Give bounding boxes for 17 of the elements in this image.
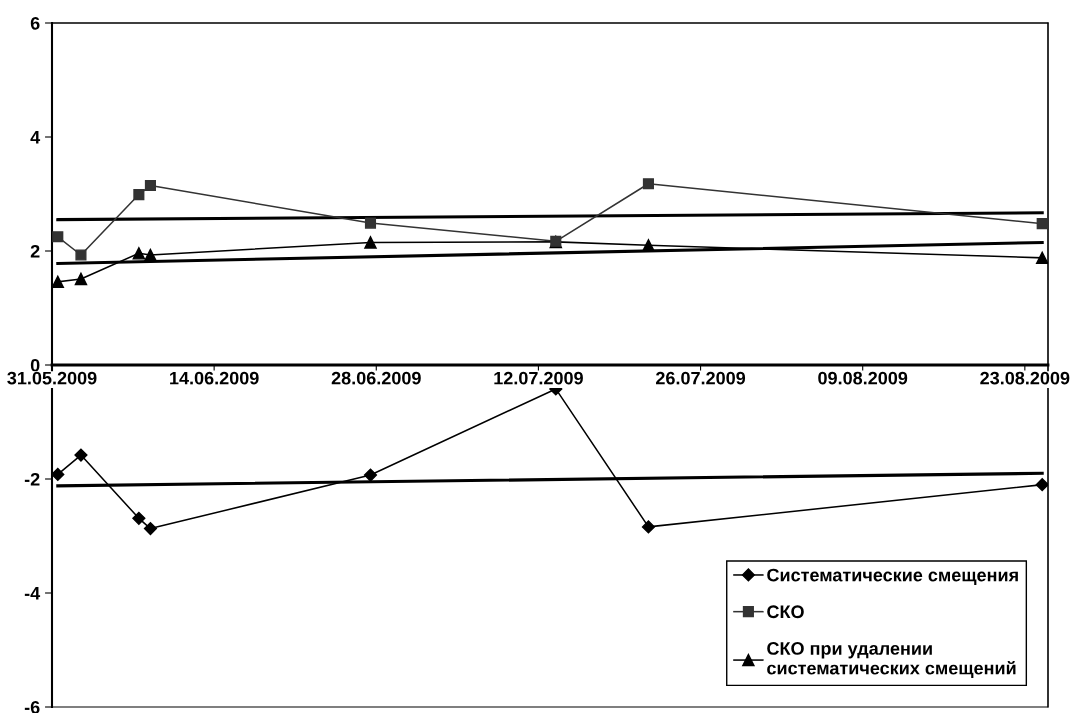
- legend-label: СКО при удалении систематических смещений: [767, 642, 1016, 678]
- x-tick-label: 28.06.2009: [331, 371, 421, 385]
- y-tick-label: -4: [24, 587, 41, 600]
- legend-label: СКО: [767, 605, 804, 619]
- x-tick-label: 14.06.2009: [170, 371, 259, 385]
- x-tick-label: 23.08.2009: [980, 371, 1070, 385]
- y-tick-label: 4: [30, 131, 41, 144]
- x-tick-label: 09.08.2009: [818, 371, 908, 385]
- y-tick-label: 2: [30, 244, 40, 258]
- y-tick-label: 0: [30, 358, 40, 372]
- y-tick-label: -6: [24, 700, 40, 713]
- legend-label: Систематические смещения: [767, 568, 1018, 585]
- x-tick-label: 31.05.2009: [7, 371, 97, 385]
- y-tick-label: 6: [30, 16, 40, 30]
- x-tick-label: 12.07.2009: [494, 371, 583, 385]
- x-tick-label: 26.07.2009: [656, 371, 746, 385]
- y-tick-label: -2: [24, 472, 40, 486]
